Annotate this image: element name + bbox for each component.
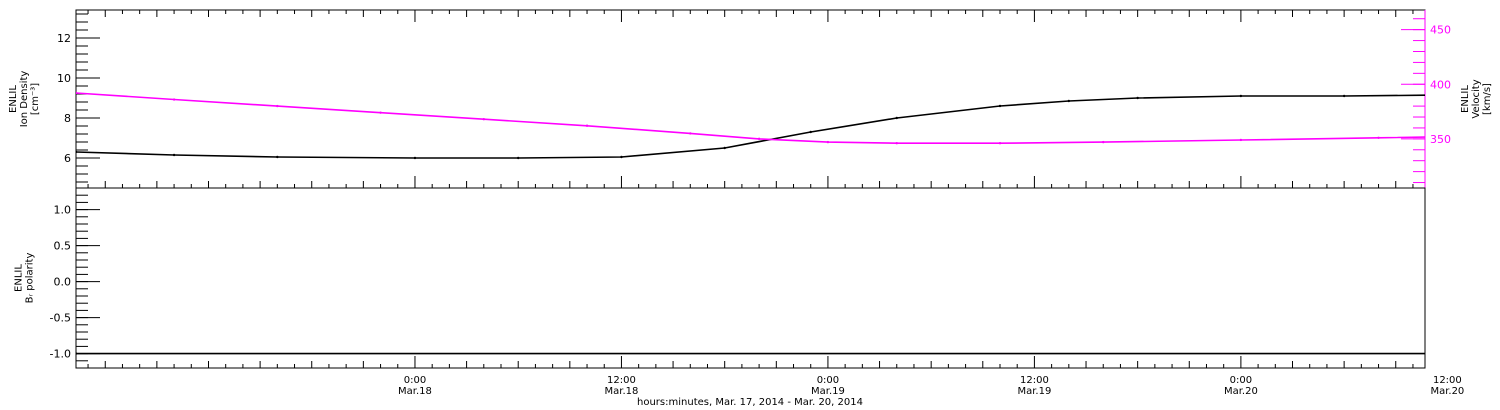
- x-tick-label-date: Mar.19: [1017, 386, 1051, 397]
- density-axis-title: ENLIL Ion Density [cm⁻³]: [8, 71, 41, 128]
- velocity-line-point: [172, 98, 176, 101]
- ion-density-line-point: [517, 156, 520, 160]
- density-axis-title-line: Ion Density: [19, 71, 30, 128]
- x-axis-ticks: 0:00Mar.1812:00Mar.180:00Mar.1912:00Mar.…: [87, 10, 1464, 397]
- velocity-axis-title-line: Velocity: [1471, 79, 1482, 118]
- polarity-axis-tick-label: -1.0: [50, 348, 71, 361]
- ion-density-line-point: [895, 116, 898, 120]
- x-tick-label-time: 12:00: [607, 375, 636, 386]
- density-axis-tick-label: 8: [64, 112, 71, 125]
- x-tick-label-time: 0:00: [1230, 375, 1252, 386]
- x-tick-label-time: 12:00: [1433, 375, 1462, 386]
- x-axis-label: hours:minutes, Mar. 17, 2014 - Mar. 20, …: [637, 397, 863, 408]
- ion-density-line-point: [276, 155, 279, 159]
- velocity-axis-tick-label: 350: [1430, 133, 1451, 146]
- x-tick-label-date: Mar.18: [398, 386, 432, 397]
- ion-density-line-point: [723, 146, 726, 150]
- velocity-line-point: [826, 140, 830, 144]
- ion-density-line-point: [809, 130, 812, 134]
- x-tick-label-time: 0:00: [817, 375, 839, 386]
- velocity-axis-tick-label: 450: [1430, 24, 1451, 37]
- polarity-axis-title-line: ENLIL: [14, 264, 25, 292]
- velocity-line-point: [1102, 140, 1105, 144]
- ion-density-line-point: [1342, 94, 1346, 98]
- velocity-line-point: [76, 91, 78, 95]
- ion-density-line-point: [998, 104, 1002, 108]
- density-axis-title-line: ENLIL: [8, 85, 19, 113]
- velocity-axis-title: ENLIL Velocity [km/s]: [1460, 79, 1493, 118]
- velocity-line-point: [895, 142, 898, 145]
- polarity-axis-tick-label: 1.0: [54, 204, 72, 217]
- ion-density-line-point: [1067, 99, 1071, 103]
- x-tick-label-time: 0:00: [404, 375, 426, 386]
- velocity-axis-title-line: ENLIL: [1460, 85, 1471, 113]
- ion-density-line-point: [1136, 96, 1139, 100]
- polarity-axis-tick-label: 0.5: [54, 240, 72, 253]
- polarity-axis-tick-label: -0.5: [50, 312, 71, 325]
- density-axis-title-line: [cm⁻³]: [30, 83, 41, 115]
- velocity-line: [76, 92, 1425, 144]
- ion-density-line-point: [1239, 94, 1243, 98]
- x-tick-label-time: 12:00: [1020, 375, 1049, 386]
- velocity-line-point: [276, 104, 279, 108]
- x-tick-label-date: Mar.20: [1224, 386, 1258, 397]
- density-axis-tick-label: 6: [64, 152, 71, 165]
- polarity-axis-title: ENLIL Bᵣ polarity: [14, 253, 36, 304]
- density-axis-tick-label: 10: [57, 72, 71, 85]
- x-tick-label-date: Mar.19: [811, 386, 845, 397]
- velocity-line-point: [585, 124, 589, 127]
- bottom-panel: 1.0 0.5 0.0 -0.5 -1.0 ENLIL Bᵣ polarity: [14, 187, 1426, 369]
- velocity-line-point: [1377, 136, 1380, 139]
- x-tick-label-date: Mar.20: [1430, 386, 1464, 397]
- velocity-line-point: [689, 132, 692, 135]
- polarity-axis-title-line: Bᵣ polarity: [25, 253, 36, 304]
- ion-density-line-point: [172, 153, 176, 157]
- polarity-axis-tick-label: 0.0: [54, 276, 72, 289]
- x-tick-label-date: Mar.18: [605, 386, 639, 397]
- polarity-line-point: [76, 352, 78, 355]
- density-axis-tick-label: 12: [57, 32, 71, 45]
- ion-density-line-point: [620, 155, 623, 159]
- velocity-line-point: [482, 118, 485, 121]
- velocity-axis-title-line: [km/s]: [1482, 83, 1493, 115]
- velocity-line-point: [757, 137, 761, 141]
- velocity-axis-tick-label: 400: [1430, 78, 1451, 91]
- ion-density-line-point: [76, 150, 78, 154]
- velocity-line-point: [379, 111, 382, 114]
- velocity-line-point: [1239, 138, 1243, 142]
- bottom-panel-frame: [75, 187, 1426, 369]
- velocity-line-point: [998, 142, 1002, 145]
- ion-density-line-point: [413, 156, 417, 160]
